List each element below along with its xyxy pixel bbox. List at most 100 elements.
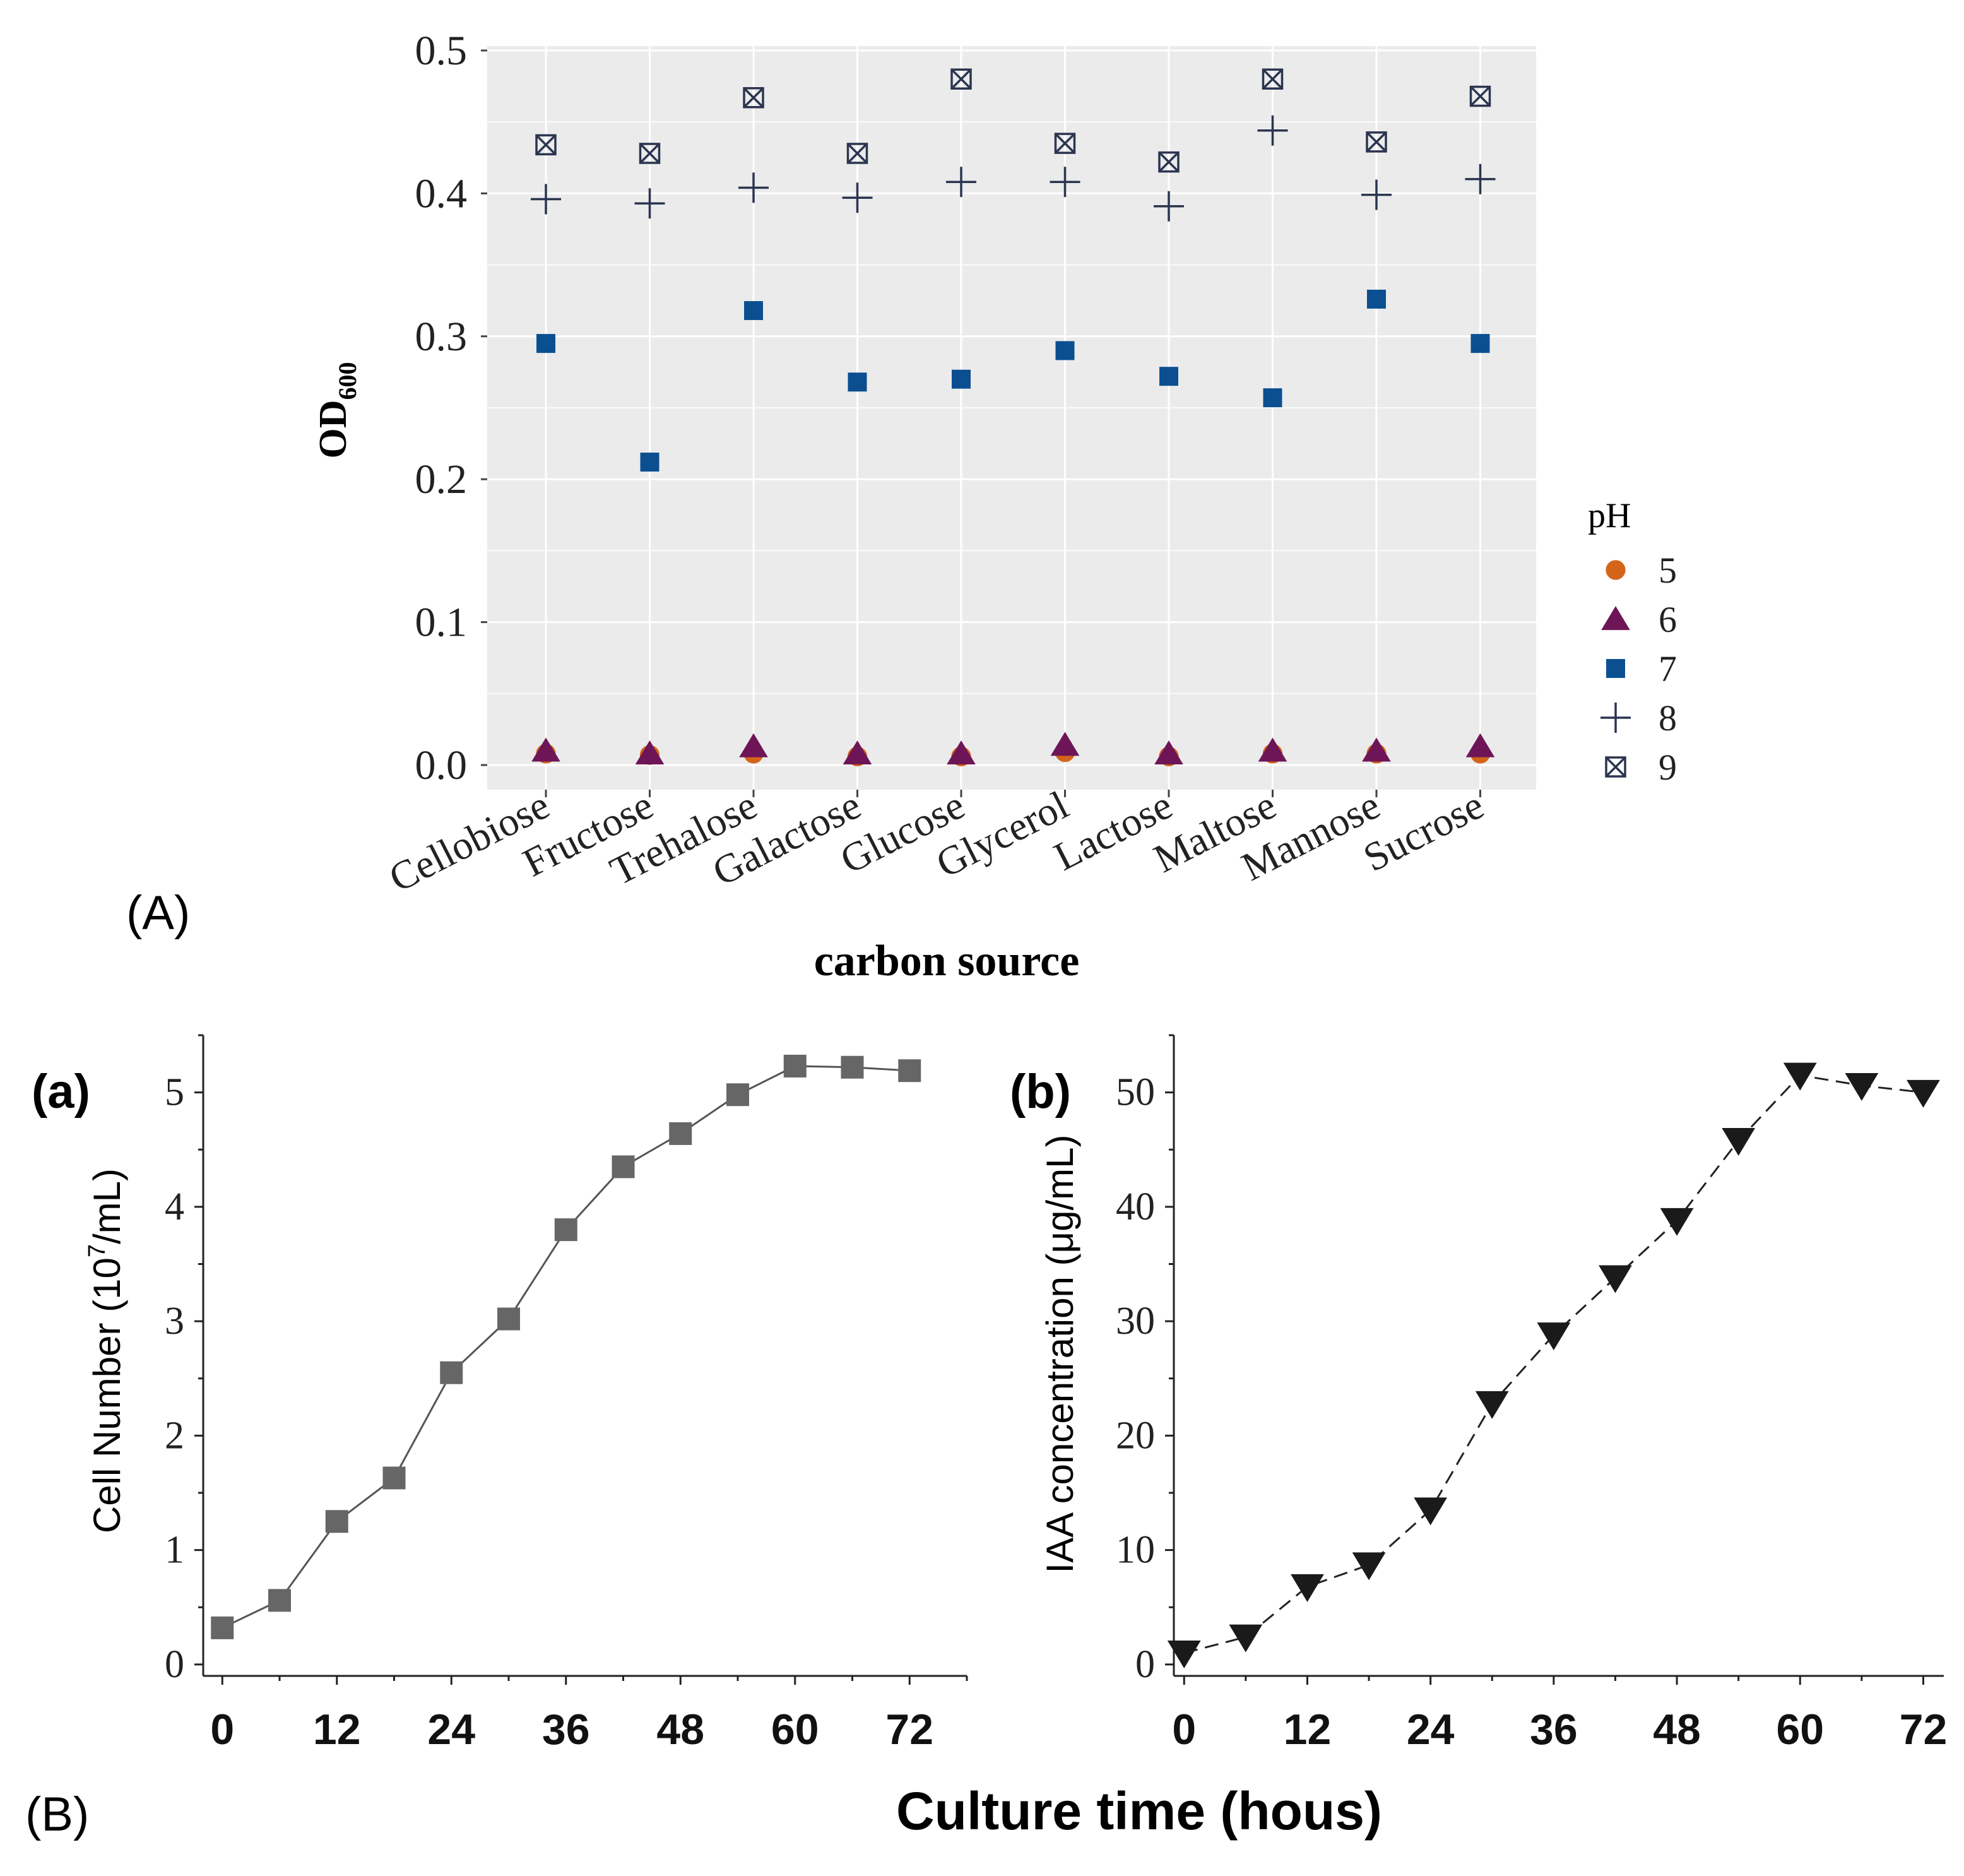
iaa-data-point <box>1845 1072 1879 1101</box>
ph9-point <box>1054 133 1076 154</box>
iaa-y-tick-label: 30 <box>1116 1300 1155 1343</box>
cell-number-x-tick-label: 0 <box>210 1706 234 1754</box>
iaa-data-point <box>1599 1265 1632 1293</box>
ph9-point <box>950 68 972 90</box>
panel-label-B: (B) <box>25 1788 89 1841</box>
cell-number-data-point <box>841 1055 864 1079</box>
ph6-point <box>635 740 665 764</box>
cell-number-y-axis-label: Cell Number (107/mL) <box>84 1168 128 1533</box>
ph6-point <box>843 740 872 764</box>
ph8-point <box>946 167 976 198</box>
panel-a-y-tick-label: 0.1 <box>415 600 468 646</box>
panel-a-plot-background <box>487 46 1536 790</box>
ph9-point <box>639 143 661 164</box>
iaa-data-point <box>1352 1552 1386 1581</box>
ph7-point <box>1159 367 1178 386</box>
ph9-point <box>1469 85 1491 107</box>
iaa-data-point <box>1167 1640 1201 1668</box>
iaa-data-marks <box>1167 1062 1940 1668</box>
ph6-point <box>739 733 768 757</box>
cell-number-y-label-end: /mL) <box>86 1168 128 1244</box>
iaa-x-tick-label: 24 <box>1407 1706 1455 1754</box>
panel-a-y-axis-label: OD600 <box>312 362 362 459</box>
panel-label-b: (b) <box>1010 1065 1071 1119</box>
legend-key-ph9 <box>1605 756 1626 778</box>
iaa-y-tick-label: 0 <box>1135 1643 1155 1686</box>
panel-a-legend: pH 5 6 7 8 9 <box>1583 492 1677 789</box>
iaa-y-tick-label: 40 <box>1116 1185 1155 1228</box>
ph9-point <box>1262 68 1284 90</box>
ph7-point <box>1055 341 1075 360</box>
panel-a-chart: 0.0 0.1 0.2 0.3 0.4 0.5 CellobioseFructoseTre… <box>126 28 1677 985</box>
ph8-point <box>738 172 769 203</box>
legend-label-ph6: 6 <box>1659 599 1677 640</box>
ph6-point <box>1050 732 1080 756</box>
ph9-point <box>1366 131 1387 153</box>
iaa-series-line <box>1183 1074 1924 1654</box>
ph7-point <box>1470 334 1490 353</box>
ph7-point <box>536 334 555 353</box>
panel-a-y-tick-label: 0.2 <box>415 456 468 502</box>
ph7-point <box>952 369 971 389</box>
cell-number-y-tick-label: 0 <box>165 1643 184 1686</box>
iaa-data-point <box>1537 1322 1571 1351</box>
iaa-data-point <box>1660 1208 1694 1236</box>
cell-number-y-tick-label: 3 <box>165 1300 184 1343</box>
iaa-data-point <box>1907 1079 1940 1108</box>
cell-number-x-tick-label: 48 <box>656 1706 704 1754</box>
iaa-x-tick-label: 0 <box>1172 1706 1196 1754</box>
panel-a-y-tick-label: 0.3 <box>415 314 468 360</box>
cell-number-data-point <box>268 1589 291 1612</box>
ph9-point <box>535 134 557 156</box>
cell-number-y-tick-label: 4 <box>165 1185 184 1228</box>
cell-number-data-point <box>783 1054 807 1078</box>
cell-number-data-point <box>211 1616 234 1639</box>
panel-a-y-tick-label: 0.5 <box>415 28 468 74</box>
legend-label-ph7: 7 <box>1659 648 1677 689</box>
ph8-point <box>531 184 561 215</box>
ph6-point <box>1258 737 1287 762</box>
cell-number-data-marks <box>211 1054 921 1639</box>
ph9-point <box>846 143 868 164</box>
panel-a-gridlines <box>487 46 1536 790</box>
iaa-y-axis-label: IAA concentration (μg/mL) <box>1039 1135 1081 1574</box>
shared-x-axis-label: Culture time (hous) <box>896 1781 1382 1841</box>
cell-number-data-point <box>669 1122 692 1145</box>
ph8-point <box>842 182 873 213</box>
panel-a-data-marks <box>531 68 1496 767</box>
cell-number-y-label-sup: 7 <box>84 1244 110 1257</box>
cell-number-data-point <box>726 1083 749 1107</box>
cell-number-x-tick-label: 60 <box>771 1706 819 1754</box>
cell-number-y-tick-label: 1 <box>165 1529 184 1572</box>
ph8-point <box>634 188 665 219</box>
cell-number-y-tick-label: 2 <box>165 1414 184 1457</box>
iaa-data-point <box>1722 1127 1756 1156</box>
legend-key-ph7 <box>1606 659 1625 678</box>
iaa-y-tick-label: 50 <box>1116 1071 1155 1114</box>
legend-key-ph8 <box>1600 703 1631 733</box>
iaa-data-point <box>1291 1574 1324 1602</box>
ph6-point <box>947 740 976 764</box>
cell-number-x-tick-label: 36 <box>542 1706 590 1754</box>
panel-a-y-axis-label-subscript: 600 <box>333 362 362 400</box>
iaa-x-tick-label: 72 <box>1900 1706 1948 1754</box>
ph9-point <box>1158 151 1180 173</box>
cell-number-data-point <box>382 1466 406 1490</box>
cell-number-x-tick-label: 24 <box>427 1706 475 1754</box>
cell-number-data-point <box>898 1059 921 1083</box>
cell-number-x-tick-label: 12 <box>313 1706 361 1754</box>
ph8-point <box>1257 115 1288 146</box>
iaa-data-point <box>1783 1062 1817 1091</box>
panel-a-y-axis-label-text: OD <box>312 400 355 459</box>
ph8-point <box>1361 179 1392 210</box>
legend-title: pH <box>1588 496 1631 535</box>
iaa-data-point <box>1414 1497 1448 1526</box>
panel-a-y-tick-label: 0.4 <box>415 170 468 217</box>
ph7-point <box>848 372 867 392</box>
panel-label-a: (a) <box>32 1065 90 1119</box>
ph8-point <box>1465 163 1496 194</box>
panel-b-lower-chart: 0 10 20 30 40 50 0 12 24 36 48 60 72 IAA concentrati… <box>1010 1034 1948 1754</box>
panel-label-A: (A) <box>126 886 190 940</box>
